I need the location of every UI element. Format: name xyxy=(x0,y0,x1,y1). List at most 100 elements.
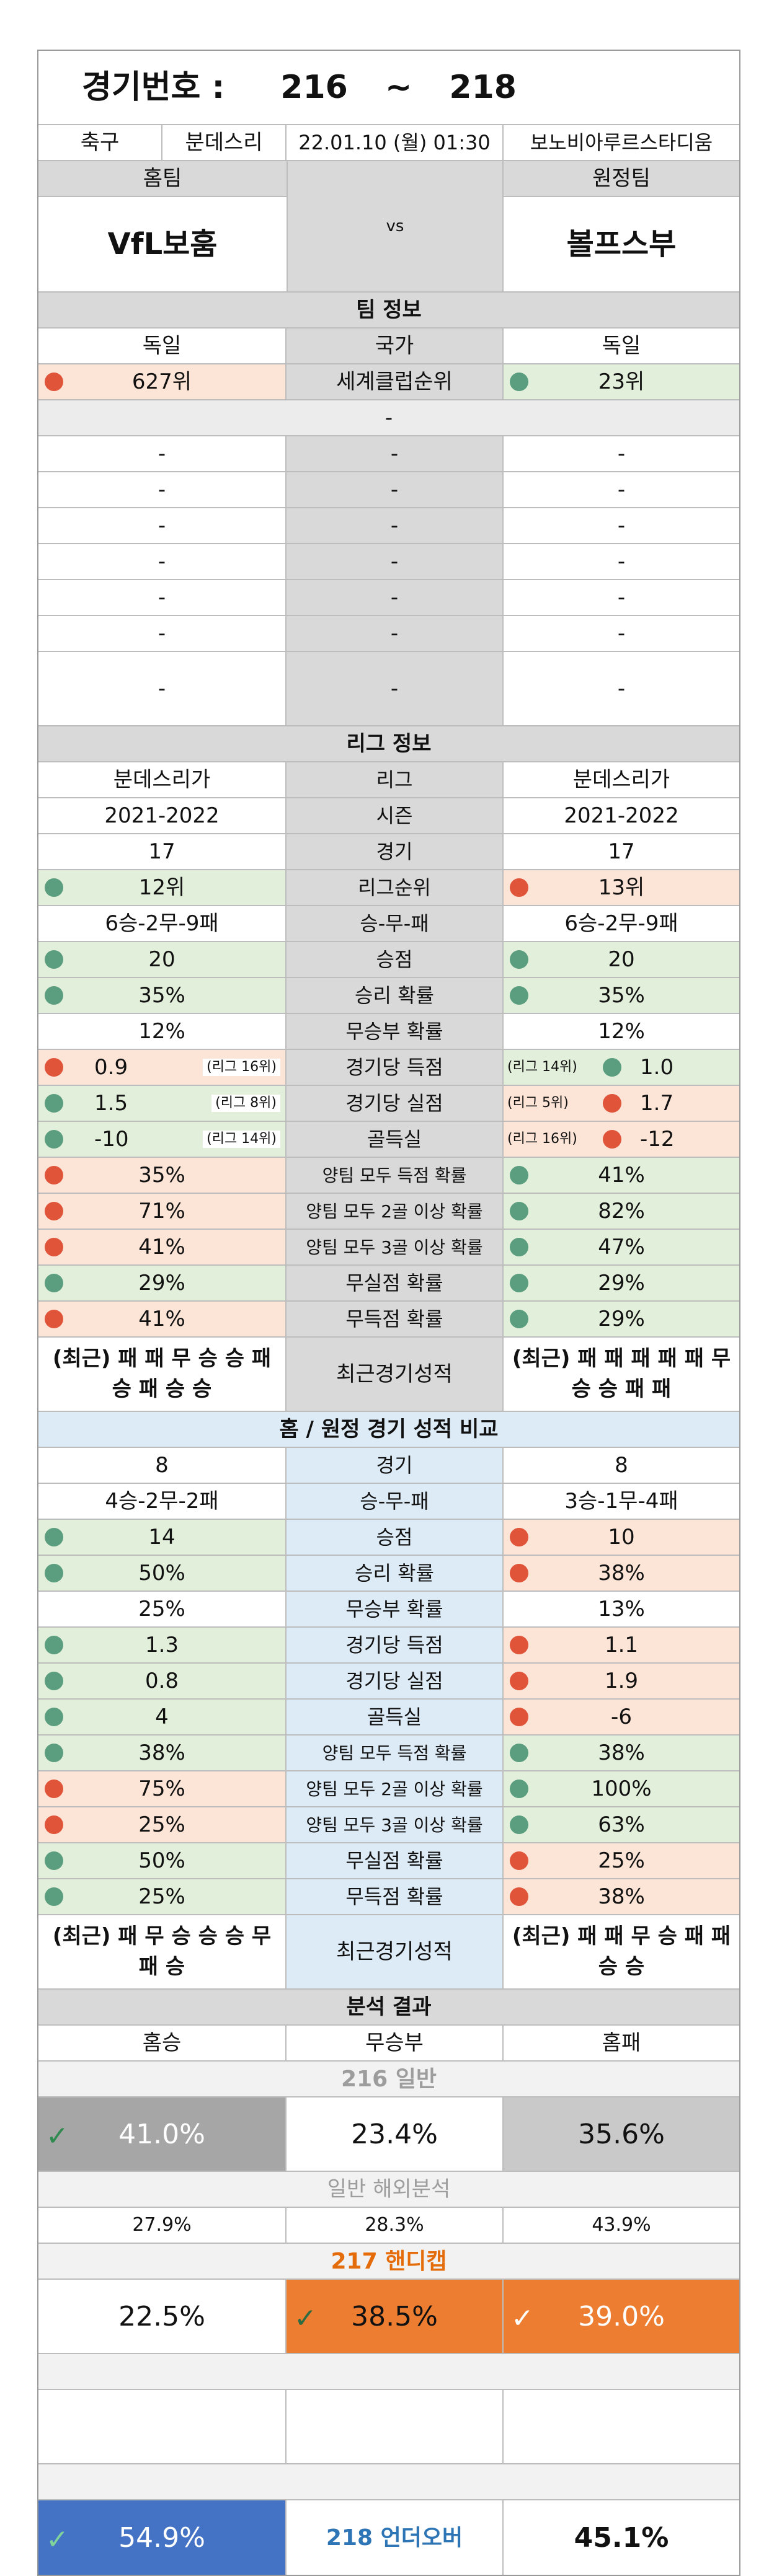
home-stat-value: -10 xyxy=(94,1126,129,1152)
away-stat-value: 29% xyxy=(598,1270,645,1295)
green-dot-icon xyxy=(510,1238,528,1256)
empty-value: - xyxy=(287,472,504,507)
green-dot-icon xyxy=(510,1166,528,1184)
home-stat-value: 25% xyxy=(138,1884,185,1909)
home-loss-label: 홈패 xyxy=(602,2030,641,2055)
home-country: 독일 xyxy=(38,329,287,363)
away-stat-value: 20 xyxy=(608,946,635,972)
stadium: 보노비아루르스타디움 xyxy=(530,131,713,154)
empty-value: - xyxy=(38,544,287,579)
red-dot-icon xyxy=(510,1851,528,1870)
stat-label: 골득실 xyxy=(287,1700,504,1734)
match-sheet: 경기번호 : 216 ~ 218 축구 분데스리 22.01.10 (월) 01… xyxy=(37,50,740,2576)
stat-label: 무실점 확률 xyxy=(287,1843,504,1878)
general-title: 216 일반 xyxy=(341,2066,437,2092)
home-stat-value: 50% xyxy=(138,1848,185,1873)
home-stat-value: 38% xyxy=(138,1740,185,1765)
stat-row: 14 승점 10 xyxy=(38,1520,739,1556)
general-home-loss: 35.6% xyxy=(504,2097,739,2171)
home-world-rank: 627위 xyxy=(131,369,192,394)
stat-label: 승점 xyxy=(287,1520,504,1555)
stat-label: 양팀 모두 득점 확률 xyxy=(287,1736,504,1770)
stat-row: -10 (리그 14위) 골득실 -12 (리그 16위) xyxy=(38,1122,739,1158)
check-icon: ✓ xyxy=(511,2303,534,2334)
stat-row: 41% 양팀 모두 3골 이상 확률 47% xyxy=(38,1230,739,1266)
stat-row: 12% 무승부 확률 12% xyxy=(38,1014,739,1050)
stat-label: 골득실 xyxy=(287,1122,504,1157)
green-dot-icon xyxy=(510,1310,528,1328)
away-stat-value: 1.0 xyxy=(640,1054,674,1080)
empty-value: - xyxy=(617,620,626,646)
away-stat-value: 6승-2무-9패 xyxy=(564,911,678,936)
stat-label: 양팀 모두 3골 이상 확률 xyxy=(287,1807,504,1842)
green-dot-icon xyxy=(45,1528,63,1546)
overseas-title-row: 일반 해외분석 xyxy=(38,2172,739,2208)
green-dot-icon xyxy=(45,1094,63,1113)
home-stat-value: 75% xyxy=(138,1776,185,1801)
home-recent-form: (최근) 패 패 무 승 승 패 승 패 승 승 xyxy=(38,1338,287,1411)
match-datetime: 22.01.10 (월) 01:30 xyxy=(287,125,504,160)
stat-row: 25% 양팀 모두 3골 이상 확률 63% xyxy=(38,1807,739,1843)
away-recent-form: (최근) 패 패 무 승 패 패 승 승 xyxy=(512,1923,731,1979)
empty-stat-row: --- xyxy=(38,580,739,616)
away-country: 독일 xyxy=(602,333,641,358)
empty-stat-row: --- xyxy=(38,652,739,726)
stat-row: 35% 승리 확률 35% xyxy=(38,978,739,1014)
green-dot-icon xyxy=(45,1274,63,1292)
red-dot-icon xyxy=(45,1166,63,1184)
country-row: 독일 국가 독일 xyxy=(38,329,739,364)
away-stat-value: 12% xyxy=(598,1018,645,1044)
homeaway-rows: 8 경기 8 4승-2무-2패 승-무-패 3승-1무-4패 14 승점 10 50% 승리 확률 3… xyxy=(38,1448,739,1915)
away-stat-value: 100% xyxy=(591,1776,652,1801)
away-stat-value: 63% xyxy=(598,1812,645,1837)
away-stat-value: 13% xyxy=(598,1596,645,1621)
empty-value: - xyxy=(617,676,626,701)
stat-label: 양팀 모두 3골 이상 확률 xyxy=(287,1230,504,1264)
home-stat-value: 25% xyxy=(138,1812,185,1837)
home-stat-value: 35% xyxy=(138,1162,185,1188)
homeaway-recent-row: (최근) 패 무 승 승 승 무 패 승 최근경기성적 (최근) 패 패 무 승… xyxy=(38,1915,739,1990)
away-stat-value: 41% xyxy=(598,1162,645,1188)
stat-label: 경기 xyxy=(287,1448,504,1483)
empty-value: - xyxy=(38,580,287,615)
match-number-to: 218 xyxy=(449,68,517,106)
home-stat-value: 41% xyxy=(138,1306,185,1331)
underover-label: 218 언더오버 xyxy=(287,2500,504,2575)
recent-form-label: 최근경기성적 xyxy=(287,1915,504,1988)
empty-stat-row: --- xyxy=(38,616,739,652)
away-stat-value: 8 xyxy=(615,1452,628,1478)
empty-stat-row: --- xyxy=(38,436,739,472)
home-win-label: 홈승 xyxy=(38,2026,287,2060)
home-stat-value: 12% xyxy=(138,1018,185,1044)
match-number-from: 216 xyxy=(280,68,348,106)
empty-value: - xyxy=(617,477,626,502)
stat-label: 승점 xyxy=(287,942,504,977)
world-rank-row: 627위 세계클럽순위 23위 xyxy=(38,364,739,400)
red-dot-icon xyxy=(45,1238,63,1256)
handicap-title-row: 217 핸디캡 xyxy=(38,2244,739,2280)
home-league-rank-note: (리그 16위) xyxy=(203,1059,280,1076)
handicap-home-loss: 39.0% xyxy=(578,2300,665,2332)
check-icon: ✓ xyxy=(46,2120,69,2152)
away-team-name: 볼프스부 xyxy=(566,227,677,262)
empty-value: - xyxy=(38,508,287,543)
red-dot-icon xyxy=(45,1058,63,1077)
red-dot-icon xyxy=(45,1310,63,1328)
empty-stat-row: --- xyxy=(38,472,739,508)
check-icon: ✓ xyxy=(294,2303,317,2334)
general-home-win: 41.0% xyxy=(118,2118,205,2150)
red-dot-icon xyxy=(510,1887,528,1906)
away-stat-value: -6 xyxy=(611,1704,632,1729)
overseas-row: 27.9% 28.3% 43.9% xyxy=(38,2208,739,2244)
red-dot-icon xyxy=(45,373,63,391)
away-league-rank-note: (리그 14위) xyxy=(507,1059,577,1075)
league-short: 분데스리 xyxy=(162,125,287,160)
stat-row: 41% 무득점 확률 29% xyxy=(38,1302,739,1338)
overseas-home-win: 27.9% xyxy=(38,2208,287,2243)
stat-label: 경기당 실점 xyxy=(287,1664,504,1698)
stat-row: 29% 무실점 확률 29% xyxy=(38,1266,739,1302)
away-stat-value: 10 xyxy=(608,1524,635,1550)
empty-value: - xyxy=(287,580,504,615)
away-stat-value: 38% xyxy=(598,1884,645,1909)
stat-row: 0.8 경기당 실점 1.9 xyxy=(38,1664,739,1700)
